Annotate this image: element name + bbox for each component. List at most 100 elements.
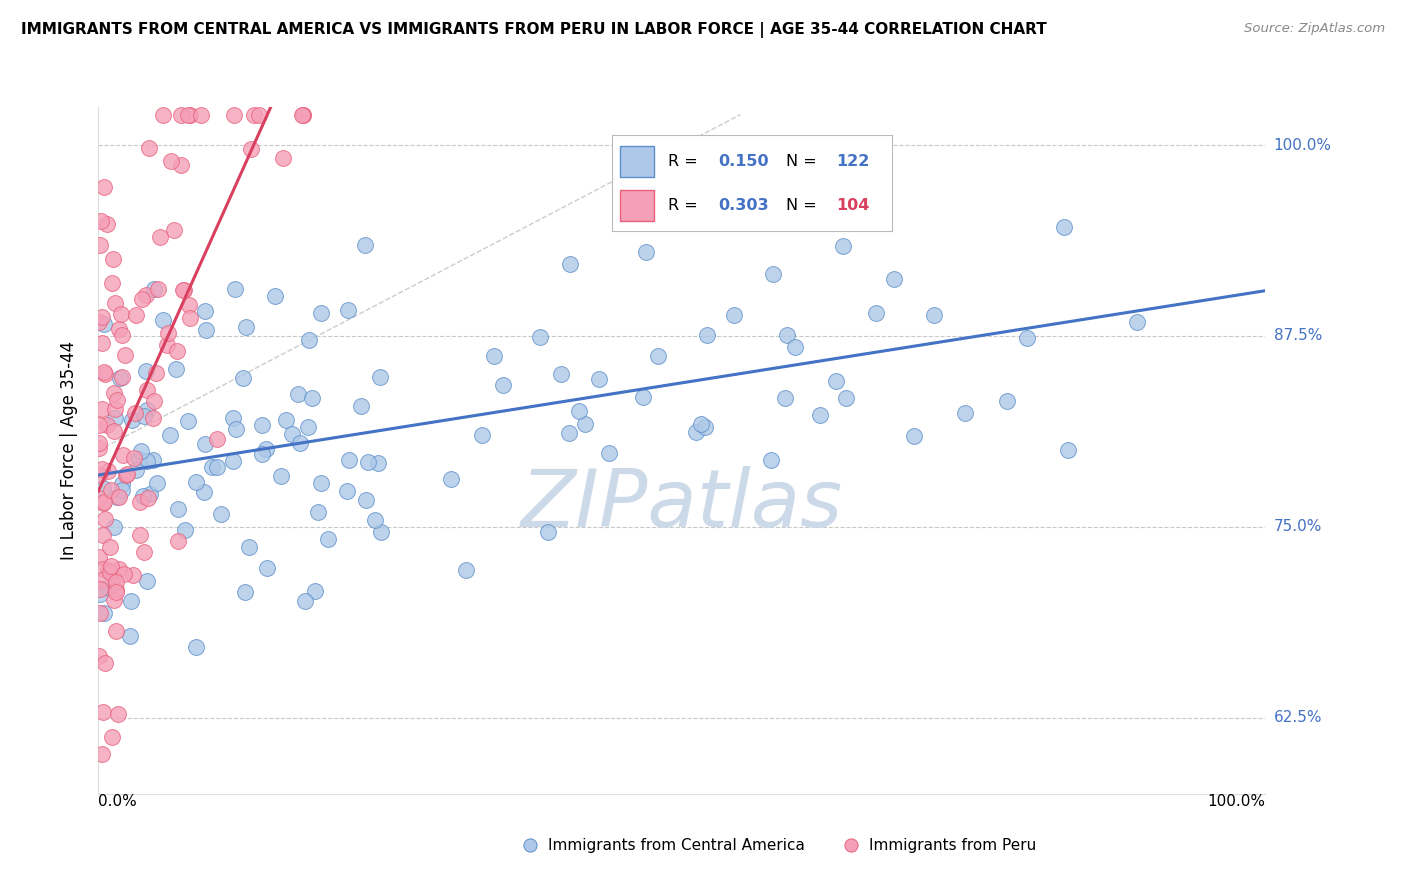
Point: [148, 230, 170, 244]
Point: [131, 489, 153, 503]
Point: [93, 512, 115, 526]
Point: [91, 573, 114, 587]
Point: [93, 180, 115, 194]
Point: [142, 410, 165, 425]
Point: [172, 283, 194, 297]
Point: [1057, 442, 1080, 457]
Point: [98, 566, 121, 580]
Point: [835, 391, 858, 405]
Point: [111, 448, 134, 462]
Point: [440, 472, 463, 486]
Point: [690, 417, 713, 432]
Point: [173, 283, 195, 297]
Point: [125, 309, 148, 323]
Point: [456, 563, 478, 577]
Point: [558, 257, 581, 271]
Point: [89, 491, 111, 505]
Point: [103, 424, 125, 438]
Point: [142, 394, 165, 409]
Point: [235, 320, 257, 334]
Point: [117, 467, 139, 481]
Point: [294, 594, 316, 608]
Point: [224, 108, 246, 122]
Point: [832, 238, 855, 252]
Point: [105, 490, 128, 504]
Point: [152, 313, 174, 327]
Point: [91, 310, 114, 324]
Text: Immigrants from Central America: Immigrants from Central America: [548, 838, 804, 853]
Point: [101, 730, 124, 744]
Point: [194, 437, 217, 451]
Point: [91, 481, 114, 495]
Point: [122, 568, 145, 582]
Point: [184, 640, 207, 654]
Point: [471, 428, 494, 442]
Point: [132, 545, 155, 559]
Point: [357, 455, 380, 469]
Point: [696, 327, 718, 342]
Point: [301, 391, 323, 405]
Point: [90, 336, 112, 351]
Point: [865, 306, 887, 320]
Point: [135, 288, 157, 302]
Point: [354, 237, 377, 252]
Point: [287, 387, 309, 401]
Point: [316, 532, 339, 546]
Point: [87, 467, 110, 482]
Point: [165, 361, 187, 376]
Point: [785, 340, 807, 354]
Point: [89, 582, 111, 596]
Point: [97, 580, 120, 594]
Text: 100.0%: 100.0%: [1208, 794, 1265, 809]
Point: [114, 467, 136, 482]
Point: [309, 306, 332, 320]
Point: [101, 252, 124, 267]
Point: [104, 583, 127, 598]
Point: [256, 560, 278, 574]
Point: [89, 442, 111, 456]
Point: [238, 540, 260, 554]
Point: [264, 289, 287, 303]
Point: [167, 502, 190, 516]
Point: [250, 417, 273, 432]
Point: [111, 476, 134, 491]
Point: [205, 432, 228, 446]
Point: [247, 108, 270, 122]
Point: [598, 445, 620, 459]
Point: [209, 508, 232, 522]
Point: [159, 428, 181, 442]
Point: [297, 420, 319, 434]
Point: [297, 333, 319, 347]
Point: [179, 298, 201, 312]
Text: Immigrants from Peru: Immigrants from Peru: [869, 838, 1036, 853]
Point: [103, 593, 125, 607]
Point: [224, 282, 246, 296]
Point: [157, 326, 180, 340]
Point: [152, 108, 174, 122]
Point: [87, 550, 110, 565]
Point: [93, 495, 115, 509]
Point: [93, 365, 115, 379]
Point: [808, 409, 831, 423]
Point: [110, 371, 132, 385]
Point: [114, 347, 136, 361]
Point: [271, 151, 294, 165]
Text: 0.0%: 0.0%: [98, 794, 138, 809]
Point: [205, 459, 228, 474]
Point: [145, 367, 167, 381]
Point: [138, 141, 160, 155]
Point: [883, 272, 905, 286]
Point: [97, 563, 120, 577]
Point: [91, 747, 114, 761]
Point: [105, 624, 128, 639]
Point: [100, 277, 122, 291]
Point: [94, 656, 117, 670]
Point: [124, 406, 146, 420]
Text: IMMIGRANTS FROM CENTRAL AMERICA VS IMMIGRANTS FROM PERU IN LABOR FORCE | AGE 35-: IMMIGRANTS FROM CENTRAL AMERICA VS IMMIG…: [21, 22, 1047, 38]
Point: [307, 505, 329, 519]
Point: [120, 629, 142, 643]
Point: [89, 587, 111, 601]
Point: [550, 367, 572, 381]
Point: [193, 485, 215, 500]
Point: [281, 426, 304, 441]
